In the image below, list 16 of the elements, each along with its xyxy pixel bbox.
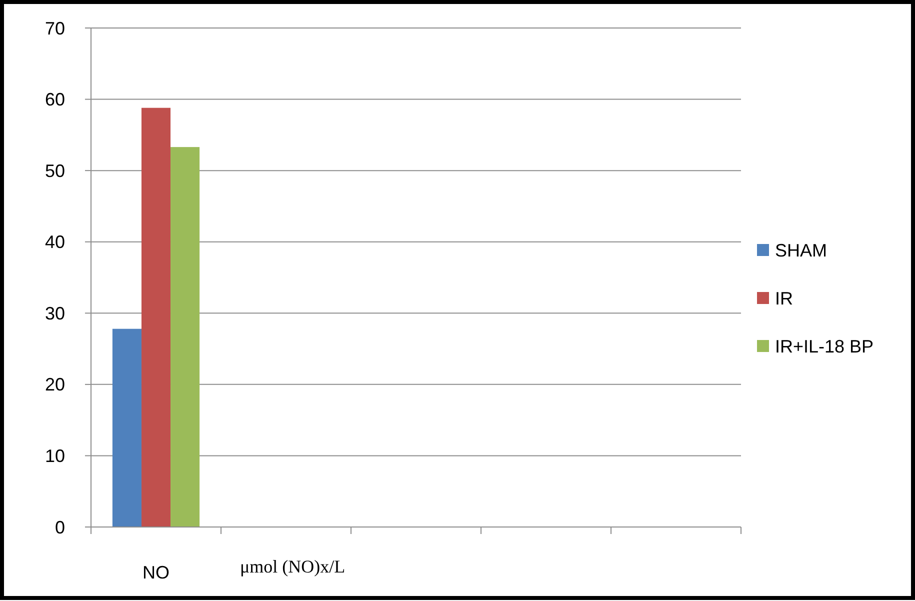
y-tick-label: 20 [44,374,65,395]
y-tick-label: 40 [44,232,65,252]
legend-label: IR+IL-18 BP [775,336,874,356]
x-axis-title: μmol (NO)x/L [240,556,346,576]
y-tick-label: 60 [44,90,65,110]
x-tick-label: NO [142,562,170,582]
y-tick-label: 30 [44,303,65,324]
bar [170,147,200,527]
legend-label: SHAM [775,240,828,260]
y-tick-label: 70 [44,18,65,38]
y-tick-label: 10 [44,446,65,466]
y-tick-label: 0 [54,517,65,538]
bar [112,328,142,527]
bar [141,108,171,527]
legend-label: IR [775,288,793,308]
y-tick-label: 50 [44,160,65,181]
